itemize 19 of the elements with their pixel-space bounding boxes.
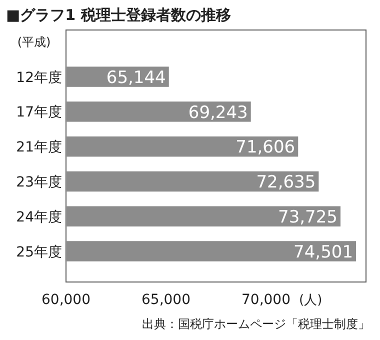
data-label: 73,725	[278, 207, 338, 228]
data-label: 72,635	[256, 172, 316, 193]
y-tick-label: 23年度	[16, 174, 62, 190]
y-tick-label: 21年度	[16, 140, 62, 156]
chart-title: ■グラフ1 税理士登録者数の推移	[6, 6, 231, 24]
source-note: 出典：国税庁ホームページ「税理士制度」	[142, 317, 370, 331]
y-tick-label: 25年度	[16, 244, 62, 260]
data-label: 74,501	[294, 242, 354, 262]
data-label: 65,144	[106, 68, 166, 88]
x-tick-label: 60,000	[42, 292, 90, 308]
y-tick-label: 24年度	[16, 209, 62, 226]
y-tick-label: 17年度	[16, 104, 62, 121]
x-tick-label: 65,000	[142, 292, 190, 308]
x-tick-label: 70,000	[242, 292, 290, 308]
y-axis-title: (平成)	[17, 35, 51, 49]
x-axis-title: (人)	[299, 293, 322, 308]
data-label: 69,243	[188, 102, 248, 123]
data-label: 71,606	[236, 138, 296, 158]
y-tick-label: 12年度	[16, 70, 62, 86]
